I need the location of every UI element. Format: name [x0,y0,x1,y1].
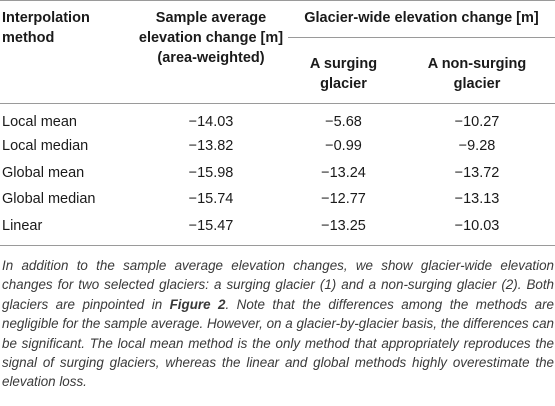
method-cell: Local median [2,138,89,155]
caption-text-end: . Note that the differences among the me… [2,296,554,390]
header-surging-line2: glacier [320,76,367,92]
table-row: Global mean −15.98 −13.24 −13.72 [0,160,555,187]
sample-cell: −14.03 [188,114,234,130]
header-method-line2: method [2,30,55,46]
surging-cell: −13.25 [321,218,366,235]
header-glacier-wide-group: Glacier-wide elevation change [m] [288,1,555,47]
header-non-surging-line2: glacier [453,76,501,92]
sample-cell: −15.98 [188,164,234,181]
data-table: Interpolation method Sample average elev… [0,0,555,246]
header-method: Interpolation method [0,1,134,104]
non-surging-cell: −13.13 [454,191,500,208]
header-glacier-group-label: Glacier-wide elevation change [m] [288,8,555,38]
header-sample-line1: Sample average [155,10,267,26]
surging-cell: −5.68 [325,114,362,130]
sample-cell: −15.47 [188,218,234,235]
table-row: Local median −13.82 −0.99 −9.28 [0,133,555,160]
sample-cell: −15.74 [188,191,234,208]
sample-cell: −13.82 [188,138,234,155]
method-cell: Local mean [2,114,77,130]
non-surging-cell: −10.27 [454,114,500,130]
caption-text-start: In addition to the sample average elevat… [2,258,554,312]
header-sample-line2: elevation change [m] [138,30,284,46]
method-cell: Linear [2,218,43,235]
non-surging-cell: −13.72 [454,164,500,181]
non-surging-cell: −9.28 [458,138,496,155]
table-row: Local mean −14.03 −5.68 −10.27 [0,104,555,134]
header-surging-line1: A surging [309,56,378,72]
header-sample-average: Sample average elevation change [m] (are… [134,1,288,104]
surging-cell: −13.24 [321,164,366,181]
method-cell: Global median [2,191,96,208]
header-non-surging: A non-surging glacier [399,46,555,104]
table-row: Global median −15.74 −12.77 −13.13 [0,186,555,213]
header-non-surging-line1: A non-surging [427,56,527,72]
method-cell: Global mean [2,164,85,181]
surging-cell: −0.99 [325,138,362,155]
table-row: Linear −15.47 −13.25 −10.03 [0,213,555,246]
header-surging: A surging glacier [288,46,399,104]
non-surging-cell: −10.03 [454,218,500,235]
surging-cell: −12.77 [321,191,366,208]
figure-reference: Figure 2 [169,296,226,312]
table-caption: In addition to the sample average elevat… [2,256,554,392]
header-method-line1: Interpolation [2,10,90,26]
header-sample-line3: (area-weighted) [157,50,265,66]
table-header: Interpolation method Sample average elev… [0,0,555,104]
table-body: Local mean −14.03 −5.68 −10.27 Local med… [0,104,555,246]
